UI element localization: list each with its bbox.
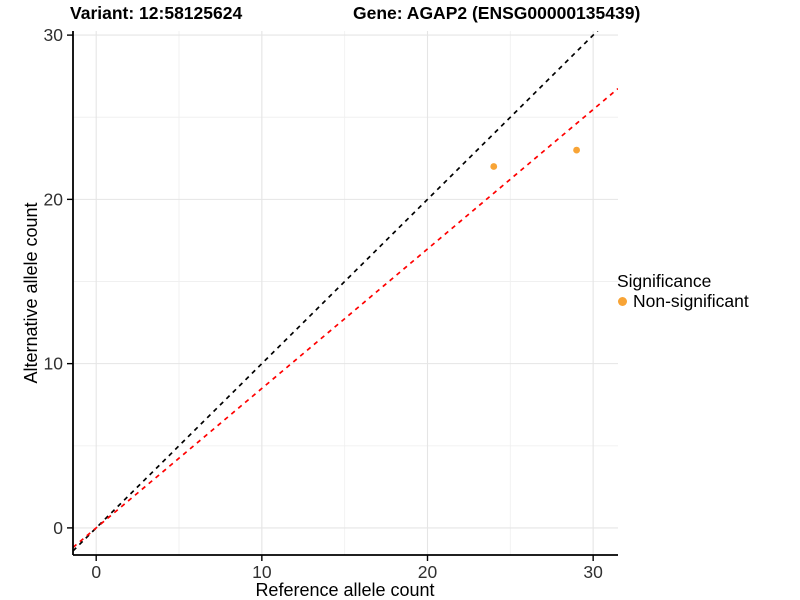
data-point [573,146,580,154]
gridlines-major [73,31,618,555]
legend-dot-icon [618,297,627,306]
plot-title-gene: Gene: AGAP2 (ENSG00000135439) [353,3,641,23]
x-tick-label: 10 [252,562,272,582]
y-tick-label: 0 [53,518,63,538]
y-tick-label: 10 [44,354,64,374]
y-tick-label: 20 [44,189,64,209]
identity-line [73,31,599,552]
y-axis-label: Alternative allele count [21,202,41,383]
y-tick-label: 30 [44,25,64,45]
fit-line [73,87,618,549]
tick-labels: 0 0 10 10 20 20 30 30 [44,25,604,582]
plot-title-variant: Variant: 12:58125624 [70,3,243,23]
data-point [490,163,498,170]
x-tick-label: 0 [91,562,101,582]
legend-item-label: Non-significant [633,291,749,311]
axes [72,31,618,556]
data-points [490,146,580,170]
x-tick-label: 30 [583,562,603,582]
legend-item: Non-significant [615,292,749,311]
tick-marks [67,34,594,561]
gridlines-minor [73,31,618,555]
legend-title: Significance [617,271,712,291]
legend: Significance Non-significant [615,271,749,311]
reference-lines [73,31,618,552]
x-tick-label: 20 [418,562,438,582]
x-axis-label: Reference allele count [255,580,434,600]
